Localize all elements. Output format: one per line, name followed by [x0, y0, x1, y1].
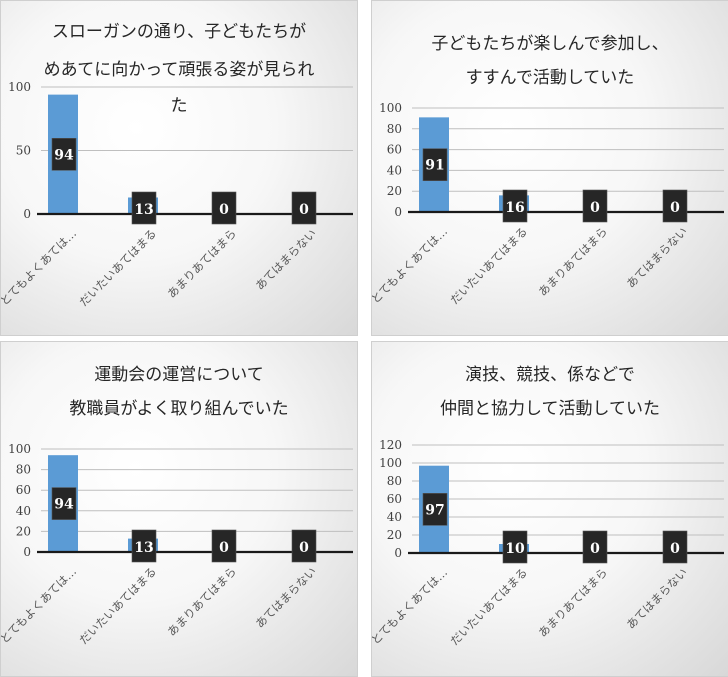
- chart-svg-participation: 子どもたちが楽しんで参加し、すすんで活動していた 0 20 40 60 80 100 91 16…: [372, 34, 724, 307]
- category-label: あまりあてはまら: [535, 565, 610, 640]
- chart-title-line: すすんで活動していた: [466, 68, 635, 88]
- data-label-box: [422, 148, 448, 181]
- data-label: 0: [590, 541, 600, 557]
- chart-title-line: めあてに向かって頑張る姿が見られ: [44, 60, 315, 80]
- chart-title-line: た: [171, 96, 188, 116]
- y-tick-label: 60: [16, 483, 31, 497]
- y-tick-label: 20: [387, 184, 402, 198]
- y-tick-label: 100: [379, 456, 402, 470]
- y-tick-label: 120: [379, 438, 402, 452]
- y-tick-label: 0: [394, 205, 402, 219]
- y-tick-label: 20: [387, 528, 402, 542]
- data-label-box: [131, 529, 157, 563]
- category-label: だいたいあてはまる: [76, 226, 159, 309]
- chart-panel-cooperation: 演技、競技、係などで 仲間と協力して活動していた 0 20 40 60 80 100 120 97…: [371, 341, 728, 677]
- chart-panel-participation: 子どもたちが楽しんで参加し、 すすんで活動していた 0 20 40 60 80 100 91 16…: [371, 0, 728, 336]
- category-label: あてはまらない: [624, 224, 691, 291]
- y-tick-label: 100: [379, 101, 402, 115]
- data-label: 91: [425, 158, 444, 174]
- data-label: 13: [134, 540, 153, 556]
- data-label-box: [291, 529, 317, 563]
- chart-title-line: スローガンの通り、子どもたちが: [52, 22, 306, 42]
- y-tick-label: 60: [387, 492, 402, 506]
- data-label-box: [51, 487, 77, 520]
- data-label-box: [291, 191, 317, 225]
- chart-svg-cooperation: 演技、競技、係などで仲間と協力して活動していた02040608010012097…: [372, 365, 724, 648]
- y-tick-label: 80: [387, 474, 402, 488]
- category-label: だいたいあてはまる: [447, 565, 530, 648]
- data-label: 16: [505, 200, 524, 216]
- category-label: あまりあてはまら: [164, 226, 239, 301]
- y-tick-label: 0: [23, 207, 31, 221]
- data-label-box: [502, 530, 528, 564]
- data-label-box: [211, 529, 237, 563]
- category-label: あてはまらない: [253, 226, 320, 293]
- y-tick-label: 60: [387, 143, 402, 157]
- data-label: 94: [54, 147, 74, 163]
- data-label-box: [582, 189, 608, 223]
- y-tick-label: 50: [16, 144, 31, 158]
- category-label: あまりあてはまら: [535, 224, 610, 299]
- category-label: だいたいあてはまる: [76, 564, 159, 647]
- y-tick-label: 40: [387, 510, 402, 524]
- y-tick-label: 0: [23, 545, 31, 559]
- data-label: 10: [505, 541, 525, 557]
- category-label: とてもよくあては…: [1, 226, 79, 308]
- data-label: 0: [299, 202, 309, 218]
- y-tick-label: 100: [8, 442, 31, 456]
- data-label-box: [211, 191, 237, 225]
- data-label-box: [582, 530, 608, 564]
- data-label: 97: [425, 502, 444, 518]
- chart-title-line: 教職員がよく取り組んでいた: [69, 399, 288, 419]
- data-label-box: [422, 493, 448, 526]
- chart-panel-slogan: スローガンの通り、子どもたちが めあてに向かって頑張る姿が見られた 0 50 100 94…: [0, 0, 358, 336]
- chart-title-line: 演技、競技、係などで: [465, 365, 635, 385]
- data-label: 0: [299, 540, 309, 556]
- y-tick-label: 40: [16, 504, 31, 518]
- data-label-box: [502, 189, 528, 223]
- y-tick-label: 80: [387, 122, 402, 136]
- chart-title-line: 仲間と協力して活動していた: [440, 399, 660, 419]
- data-label: 0: [219, 202, 229, 218]
- data-label-box: [662, 189, 688, 223]
- category-label: あまりあてはまら: [164, 564, 239, 639]
- category-label: あてはまらない: [624, 565, 691, 632]
- y-tick-label: 80: [16, 463, 31, 477]
- chart-title-line: 子どもたちが楽しんで参加し、: [431, 34, 668, 54]
- y-tick-label: 100: [8, 80, 31, 94]
- data-label: 0: [219, 540, 229, 556]
- category-label: とてもよくあては…: [1, 564, 79, 646]
- category-label: とてもよくあては…: [372, 565, 450, 647]
- y-tick-label: 20: [16, 524, 31, 538]
- data-label: 0: [670, 541, 680, 557]
- y-tick-label: 40: [387, 163, 402, 177]
- category-label: あてはまらない: [253, 564, 320, 631]
- data-label: 0: [590, 200, 600, 216]
- data-label: 13: [134, 202, 153, 218]
- data-label-box: [662, 530, 688, 564]
- data-label-box: [51, 138, 77, 171]
- y-tick-label: 0: [394, 546, 402, 560]
- category-label: とてもよくあては…: [372, 224, 450, 306]
- category-label: だいたいあてはまる: [447, 224, 530, 307]
- chart-panel-staff: 運動会の運営について教職員がよく取り組んでいた 0 20 40 60 80 100 94 13 0…: [0, 341, 358, 677]
- data-label: 94: [54, 497, 74, 513]
- data-label: 0: [670, 200, 680, 216]
- chart-title-line: 運動会の運営について: [94, 365, 264, 385]
- data-label-box: [131, 191, 157, 225]
